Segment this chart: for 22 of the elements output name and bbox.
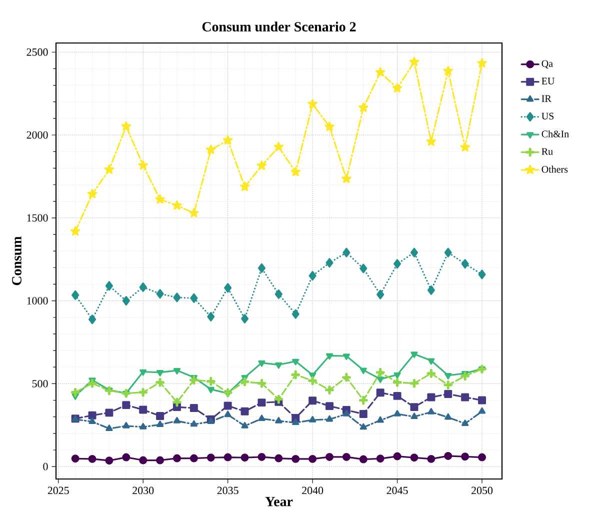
y-tick-label: 0 (43, 462, 48, 470)
legend-label: IR (542, 95, 552, 102)
y-tick-label: 2500 (26, 48, 48, 56)
legend-label: Qa (542, 60, 553, 68)
legend-label: Ru (542, 148, 553, 155)
x-tick-label: 2050 (472, 486, 493, 494)
y-tick-label: 1000 (27, 297, 48, 304)
y-tick-label: 2000 (26, 131, 48, 139)
x-tick-label: 2030 (132, 486, 154, 494)
x-tick-label: 2045 (386, 486, 408, 494)
legend-label: Ch&In (542, 130, 569, 138)
y-tick-label: 500 (32, 380, 48, 388)
x-tick-label: 2025 (48, 486, 69, 494)
chart-title: Consum under Scenario 2 (202, 22, 356, 32)
x-tick-label: 2040 (302, 486, 324, 494)
legend-label: US (542, 112, 554, 120)
x-tick-label: 2035 (217, 486, 238, 494)
y-tick-label: 1500 (27, 214, 48, 222)
legend-label: Others (542, 166, 568, 173)
legend-label: EU (542, 78, 554, 84)
y-axis-title: Consum (12, 236, 22, 286)
x-axis-title: Year (265, 497, 293, 506)
